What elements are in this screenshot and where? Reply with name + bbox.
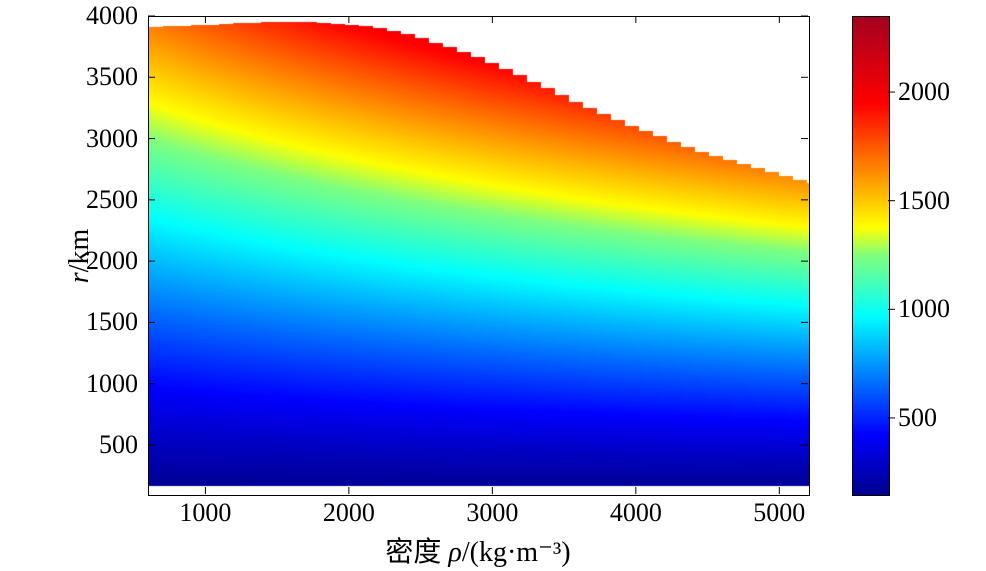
colorbar-tick: 1500 — [898, 186, 978, 216]
y-tick: 4000 — [48, 1, 138, 31]
x-tick: 1000 — [155, 498, 255, 528]
y-axis-label: r/km — [64, 196, 96, 316]
colorbar-tick: 1000 — [898, 294, 978, 324]
colorbar-tick: 500 — [898, 403, 978, 433]
x-tick: 4000 — [586, 498, 686, 528]
colorbar-tick: 2000 — [898, 77, 978, 107]
y-tick: 3500 — [48, 62, 138, 92]
y-tick: 3000 — [48, 124, 138, 154]
x-tick: 5000 — [729, 498, 829, 528]
x-tick: 3000 — [442, 498, 542, 528]
x-axis-label: 密度 ρ/(kg·m⁻³) — [348, 530, 608, 570]
y-tick: 500 — [48, 430, 138, 460]
axis-ticks — [0, 0, 986, 571]
x-tick: 2000 — [299, 498, 399, 528]
y-tick: 1000 — [48, 369, 138, 399]
